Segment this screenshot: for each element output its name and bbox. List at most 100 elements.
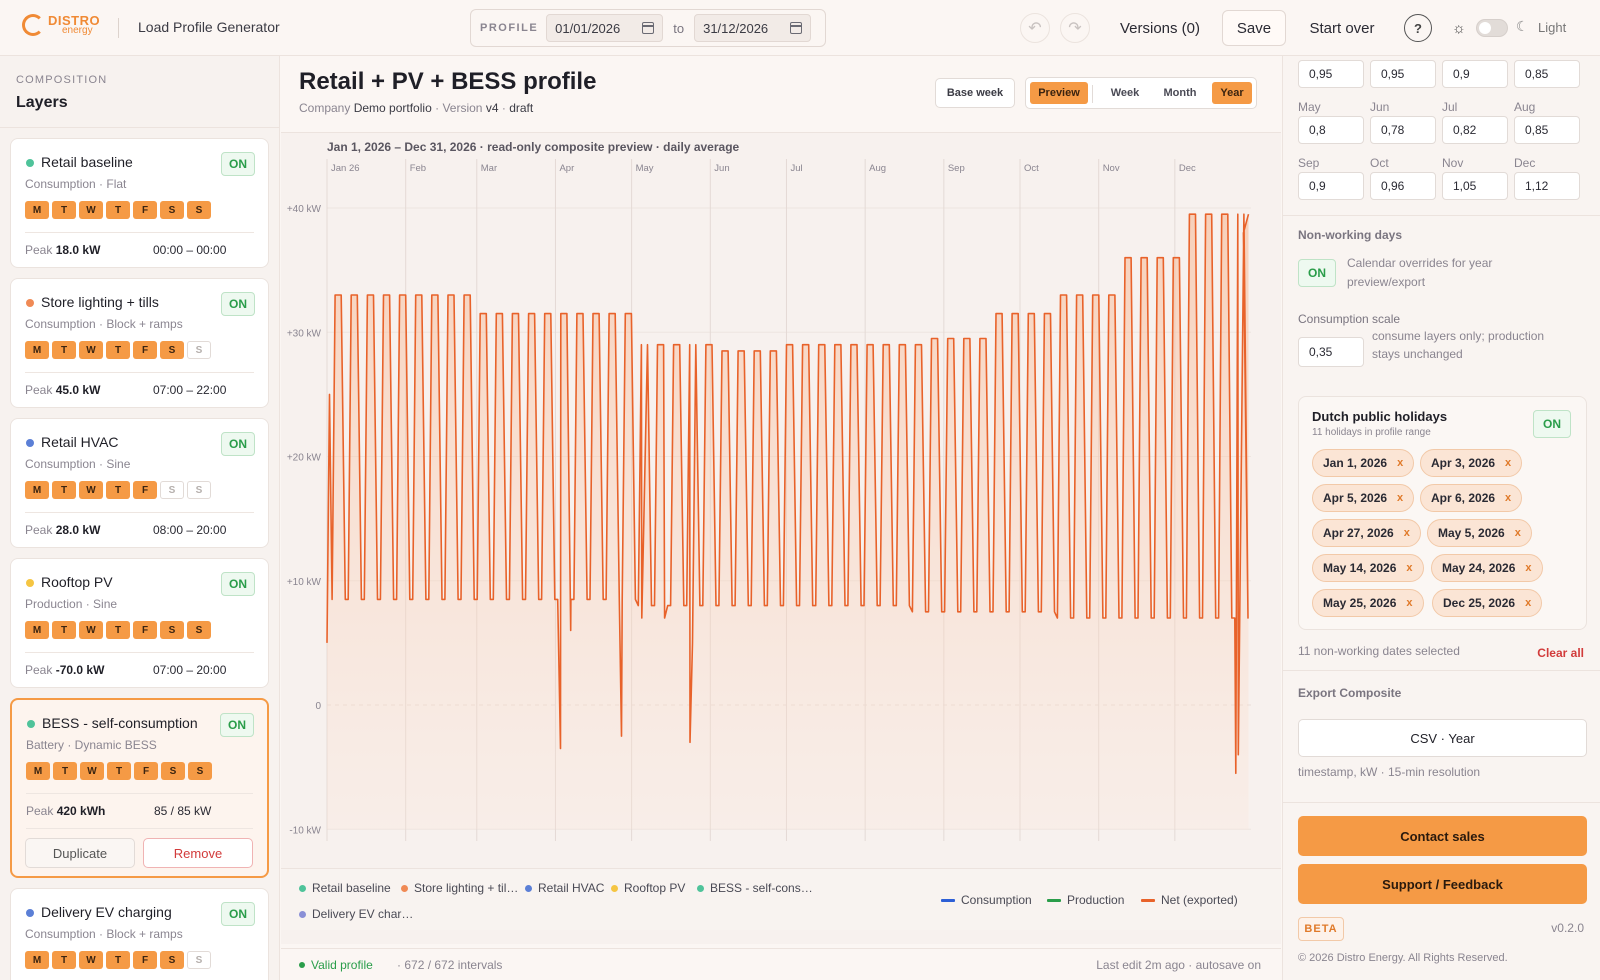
nonworking-toggle[interactable]: ON: [1298, 259, 1336, 287]
day-toggle[interactable]: T: [106, 201, 130, 219]
day-toggle[interactable]: S: [187, 951, 211, 969]
layer-toggle[interactable]: ON: [220, 713, 254, 737]
day-toggle[interactable]: T: [106, 481, 130, 499]
calendar-icon[interactable]: [790, 22, 803, 34]
day-toggle[interactable]: W: [79, 951, 103, 969]
month-factor-input[interactable]: 0,8: [1298, 116, 1364, 144]
day-toggle[interactable]: W: [80, 762, 104, 780]
month-factor-input[interactable]: 0,96: [1370, 172, 1436, 200]
tab-week[interactable]: Week: [1110, 87, 1140, 99]
day-toggle[interactable]: T: [53, 762, 77, 780]
layer-card[interactable]: Delivery EV charging Consumption · Block …: [10, 888, 269, 980]
holiday-chip[interactable]: Apr 3, 2026 x: [1420, 449, 1523, 477]
holiday-chip[interactable]: Dec 25, 2026 x: [1432, 589, 1543, 617]
redo-icon[interactable]: ↷: [1060, 13, 1090, 43]
day-toggle[interactable]: T: [106, 621, 130, 639]
support-feedback-button[interactable]: Support / Feedback: [1298, 864, 1587, 904]
base-week-button[interactable]: Base week: [935, 78, 1015, 108]
month-factor-input[interactable]: 1,05: [1442, 172, 1508, 200]
layer-toggle[interactable]: ON: [221, 292, 255, 316]
day-toggle[interactable]: T: [107, 762, 131, 780]
day-toggle[interactable]: W: [79, 201, 103, 219]
day-toggle[interactable]: S: [187, 201, 211, 219]
day-toggle[interactable]: S: [161, 762, 185, 780]
day-toggle[interactable]: W: [79, 621, 103, 639]
day-toggle[interactable]: F: [133, 621, 157, 639]
remove-holiday-icon[interactable]: x: [1406, 562, 1413, 574]
holidays-toggle[interactable]: ON: [1533, 410, 1571, 438]
holiday-chip[interactable]: Apr 27, 2026 x: [1312, 519, 1421, 547]
day-toggle[interactable]: T: [52, 481, 76, 499]
day-toggle[interactable]: S: [160, 951, 184, 969]
remove-holiday-icon[interactable]: x: [1397, 457, 1404, 469]
day-toggle[interactable]: M: [26, 762, 50, 780]
day-toggle[interactable]: F: [133, 481, 157, 499]
day-toggle[interactable]: F: [133, 951, 157, 969]
day-toggle[interactable]: S: [187, 481, 211, 499]
day-toggle[interactable]: M: [25, 341, 49, 359]
undo-icon[interactable]: ↶: [1020, 13, 1050, 43]
day-toggle[interactable]: M: [25, 621, 49, 639]
remove-holiday-icon[interactable]: x: [1525, 597, 1532, 609]
tab-month[interactable]: Month: [1163, 87, 1197, 99]
month-factor-input[interactable]: 1,12: [1514, 172, 1580, 200]
theme-toggle[interactable]: [1476, 19, 1508, 37]
remove-holiday-icon[interactable]: x: [1406, 597, 1413, 609]
day-toggle[interactable]: F: [133, 341, 157, 359]
day-toggle[interactable]: T: [52, 621, 76, 639]
month-factor-input[interactable]: 0,82: [1442, 116, 1508, 144]
holiday-chip[interactable]: May 25, 2026 x: [1312, 589, 1424, 617]
layer-card[interactable]: Retail HVAC Consumption · Sine ON M T W T F S S Pe…: [10, 418, 269, 548]
calendar-icon[interactable]: [642, 22, 655, 34]
day-toggle[interactable]: W: [79, 481, 103, 499]
consumption-scale-input[interactable]: 0,35: [1298, 337, 1364, 367]
start-over-button[interactable]: Start over: [1309, 19, 1375, 37]
layer-card[interactable]: Rooftop PV Production · Sine ON M T W T F S S Peak…: [10, 558, 269, 688]
day-toggle[interactable]: M: [25, 481, 49, 499]
clear-all-button[interactable]: Clear all: [1537, 646, 1584, 660]
day-toggle[interactable]: T: [52, 951, 76, 969]
day-toggle[interactable]: T: [52, 201, 76, 219]
help-icon[interactable]: ?: [1404, 14, 1432, 42]
day-toggle[interactable]: T: [52, 341, 76, 359]
month-factor-input[interactable]: 0,9: [1298, 172, 1364, 200]
remove-holiday-icon[interactable]: x: [1505, 457, 1512, 469]
layer-toggle[interactable]: ON: [221, 432, 255, 456]
remove-holiday-icon[interactable]: x: [1397, 492, 1404, 504]
layer-toggle[interactable]: ON: [221, 902, 255, 926]
layer-toggle[interactable]: ON: [221, 572, 255, 596]
remove-holiday-icon[interactable]: x: [1525, 562, 1532, 574]
day-toggle[interactable]: S: [187, 621, 211, 639]
save-button[interactable]: Save: [1222, 10, 1286, 46]
day-toggle[interactable]: S: [188, 762, 212, 780]
distro-logo[interactable]: DISTRO energy: [22, 14, 100, 36]
date-to-field[interactable]: 31/12/2026: [694, 14, 812, 42]
layer-card[interactable]: BESS - self-consumption Battery · Dynamic…: [10, 698, 269, 878]
day-toggle[interactable]: F: [133, 201, 157, 219]
layer-card[interactable]: Retail baseline Consumption · Flat ON M T W T F…: [10, 138, 269, 268]
month-factor-input[interactable]: 0,9: [1442, 60, 1508, 88]
day-toggle[interactable]: S: [160, 621, 184, 639]
month-factor-input[interactable]: 0,78: [1370, 116, 1436, 144]
month-factor-input[interactable]: 0,85: [1514, 116, 1580, 144]
day-toggle[interactable]: S: [160, 201, 184, 219]
tab-year[interactable]: Year: [1212, 82, 1252, 104]
contact-sales-button[interactable]: Contact sales: [1298, 816, 1587, 856]
day-toggle[interactable]: T: [106, 341, 130, 359]
versions-button[interactable]: Versions (0): [1119, 19, 1201, 37]
layer-toggle[interactable]: ON: [221, 152, 255, 176]
day-toggle[interactable]: T: [106, 951, 130, 969]
month-factor-input[interactable]: 0,95: [1370, 60, 1436, 88]
holiday-chip[interactable]: Apr 5, 2026 x: [1312, 484, 1415, 512]
remove-button[interactable]: Remove: [143, 838, 253, 868]
holiday-chip[interactable]: May 5, 2026 x: [1427, 519, 1532, 547]
day-toggle[interactable]: S: [160, 481, 184, 499]
date-from-field[interactable]: 01/01/2026: [546, 14, 664, 42]
remove-holiday-icon[interactable]: x: [1514, 527, 1521, 539]
holiday-chip[interactable]: Jan 1, 2026 x: [1312, 449, 1415, 477]
holiday-chip[interactable]: May 14, 2026 x: [1312, 554, 1424, 582]
day-toggle[interactable]: S: [160, 341, 184, 359]
month-factor-input[interactable]: 0,95: [1298, 60, 1364, 88]
remove-holiday-icon[interactable]: x: [1403, 527, 1410, 539]
duplicate-button[interactable]: Duplicate: [25, 838, 135, 868]
